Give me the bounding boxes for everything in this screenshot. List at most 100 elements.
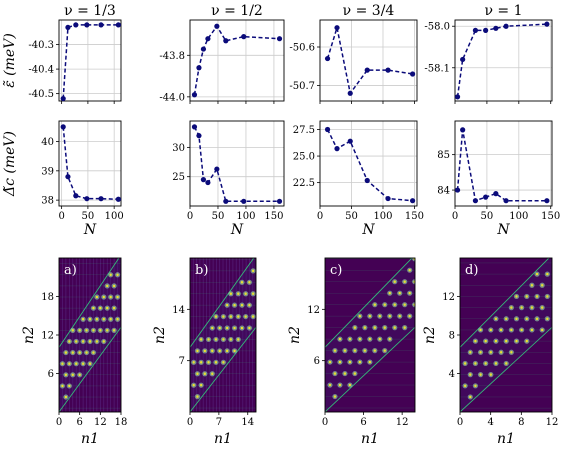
lattice-spot [474, 384, 477, 387]
lattice-spot [196, 395, 199, 398]
lattice-spot [479, 328, 482, 332]
x-tick-label: 6 [360, 417, 366, 428]
data-point [483, 194, 489, 200]
lattice-spot [207, 361, 210, 364]
lattice-spot [251, 292, 255, 295]
data-point [65, 24, 71, 30]
lattice-spot [383, 349, 386, 352]
axes-frame [189, 120, 285, 207]
y-axis-label: Δ̃c (meV) [2, 131, 18, 197]
y-tick-label: -40.3 [28, 40, 54, 51]
heatmap-boundary [190, 327, 256, 412]
lattice-spot [92, 329, 95, 332]
chart-title: ν = 1/3 [64, 3, 116, 19]
data-point [544, 198, 550, 204]
lattice-spot [373, 349, 377, 352]
lattice-spot [510, 328, 513, 332]
data-point [65, 174, 71, 180]
lattice-spot [546, 317, 549, 320]
lattice-spot [348, 360, 352, 364]
lattice-spot [373, 326, 377, 329]
data-point [191, 124, 198, 130]
lattice-spot [408, 291, 411, 295]
lattice-spot [540, 328, 544, 332]
data-point [205, 36, 211, 42]
lattice-spot [75, 340, 78, 343]
heatmap-content [190, 258, 256, 412]
lattice-spot [199, 383, 203, 387]
lattice-spot [248, 326, 251, 330]
chart-panel-7: 0 50 100 150 22.5 25.0 27.5 N [293, 120, 424, 238]
data-point [60, 124, 66, 130]
lattice-spot [192, 361, 195, 364]
lattice-spot [68, 362, 71, 365]
lattice-spot [463, 384, 467, 387]
y-tick-label: 40 [41, 137, 54, 148]
x-tick-label: 14 [241, 417, 254, 428]
lattice-spot [251, 269, 255, 273]
lattice-spot [343, 349, 347, 352]
data-point [196, 65, 202, 71]
lattice-spot [535, 272, 539, 276]
x-tick-label: 50 [481, 211, 494, 222]
lattice-spot [71, 329, 74, 332]
x-tick-label: 8 [518, 417, 524, 428]
data-point [73, 193, 79, 199]
x-tick-label: 0 [187, 417, 193, 428]
y-tick-label: 25.0 [293, 152, 315, 163]
y-tick-label: 25 [172, 172, 185, 183]
lattice-spot [81, 318, 85, 321]
y-tick-label: 6 [48, 369, 54, 380]
heatmap-boundary [460, 258, 550, 348]
y-tick-label: 7 [179, 356, 185, 367]
data-point [472, 198, 479, 204]
lattice-spot [499, 351, 503, 354]
lattice-spot [530, 284, 534, 287]
lattice-spot [525, 339, 528, 343]
x-tick-label: 12 [94, 417, 107, 428]
x-tick-label: 7 [216, 417, 222, 428]
data-point [364, 67, 370, 73]
x-axis-label: n1 [214, 431, 232, 447]
lattice-spot [479, 351, 482, 354]
lattice-spot [106, 329, 109, 332]
y-tick-label: -58.1 [424, 63, 450, 74]
y-tick-label: 18 [41, 292, 54, 303]
y-tick-label: 12 [442, 292, 455, 303]
x-tick-label: 6 [76, 417, 82, 428]
lattice-spot [61, 384, 64, 388]
lattice-spot [92, 351, 95, 354]
lattice-spot [99, 306, 102, 310]
y-axis-label: n2 [287, 326, 303, 344]
lattice-spot [388, 291, 391, 295]
y-axis-label: ε̃ (meV) [2, 33, 18, 88]
lattice-spot [368, 360, 372, 364]
lattice-spot [211, 326, 214, 330]
x-tick-label: 12 [396, 417, 409, 428]
x-tick-label: 12 [546, 417, 559, 428]
data-point [454, 187, 461, 193]
lattice-spot [214, 361, 218, 364]
y-axis-label: n2 [152, 326, 168, 344]
data-point [191, 92, 198, 98]
data-point [334, 146, 340, 152]
chart-panel-2: -44.0 -43.8 ν = 1/2 [159, 3, 285, 104]
chart-panel-9: 0 6 12 18 6 12 18 a) n1 n2 [21, 257, 128, 447]
y-tick-label: 6 [314, 356, 320, 367]
data-point [196, 133, 202, 139]
x-tick-label: 18 [115, 417, 128, 428]
data-point [98, 22, 104, 28]
data-point [214, 166, 220, 172]
lattice-spot [95, 295, 99, 299]
data-point [503, 23, 509, 29]
lattice-spot [233, 326, 236, 330]
series-line [193, 126, 280, 203]
lattice-spot [75, 362, 78, 365]
y-tick-label: -40.5 [28, 89, 54, 100]
y-tick-label: 14 [172, 305, 185, 316]
lattice-spot [248, 303, 251, 307]
lattice-spot [484, 339, 487, 343]
lattice-spot [112, 306, 116, 310]
axes-frame [189, 257, 257, 413]
